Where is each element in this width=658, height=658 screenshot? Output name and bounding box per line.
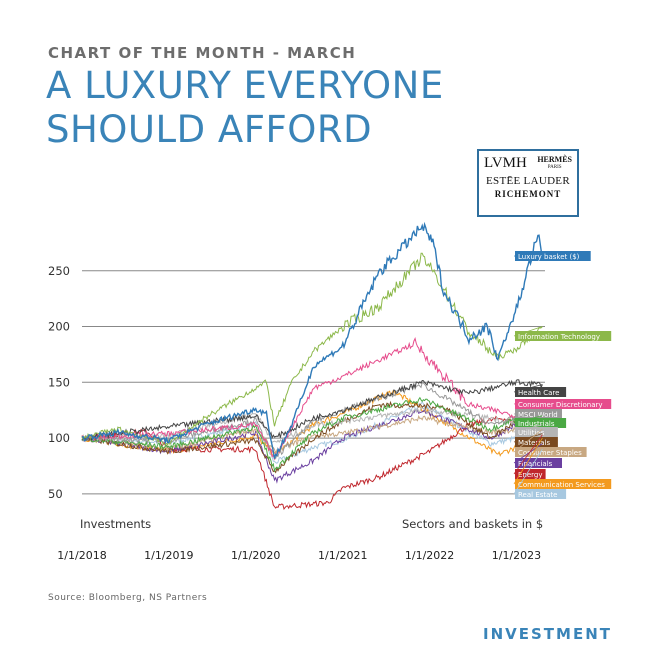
series-label-tag <box>515 458 562 468</box>
series-label: Industrials <box>518 420 555 428</box>
series-label: Information Technology <box>518 333 600 341</box>
series-label: Real Estate <box>518 491 557 499</box>
series-label: Utilities <box>518 429 545 437</box>
series-line-10 <box>81 379 543 441</box>
footer-label: INVESTMENT <box>483 625 612 643</box>
hermes-logo: HERMÈS PARIS <box>537 155 572 171</box>
series-label: Materials <box>518 439 550 447</box>
lvmh-logo: LVMH <box>484 155 527 171</box>
label-leader <box>513 449 543 495</box>
series-label: Communication Services <box>518 481 605 489</box>
series-label: MSCI World <box>518 411 558 419</box>
y-tick-label: 100 <box>48 431 70 445</box>
x-tick-label: 1/1/2022 <box>405 549 454 562</box>
series-line-1 <box>81 390 543 457</box>
series-line-9 <box>81 336 543 461</box>
y-axis-caption: Investments <box>80 517 152 531</box>
series-label-tag <box>515 331 612 341</box>
x-axis-caption: Sectors and baskets in $ <box>402 517 544 531</box>
series-line-7 <box>81 396 543 473</box>
series-line-12 <box>81 221 544 459</box>
series-line-0 <box>81 401 543 464</box>
series-label-tag <box>515 418 567 428</box>
series-label-tag <box>515 251 591 261</box>
y-tick-label: 150 <box>48 375 70 389</box>
y-tick-label: 200 <box>48 320 70 334</box>
chart-kicker: CHART OF THE MONTH - MARCH <box>48 44 357 62</box>
title-line-1: A LUXURY EVERYONE <box>46 64 444 107</box>
series-label: Financials <box>518 460 553 468</box>
series-label: Luxury basket ($) <box>518 253 580 261</box>
series-label: Consumer Staples <box>518 449 582 457</box>
series-label-tag <box>515 399 612 409</box>
x-tick-label: 1/1/2023 <box>492 549 541 562</box>
series-label-tag <box>515 409 562 419</box>
label-leader <box>513 437 543 485</box>
label-leader <box>513 434 543 475</box>
series-label-tag <box>515 489 567 499</box>
series-label-tag <box>515 469 546 479</box>
title-line-2: SHOULD AFFORD <box>46 108 373 151</box>
source-note: Source: Bloomberg, NS Partners <box>48 593 208 603</box>
series-line-6 <box>81 406 543 444</box>
series-line-5 <box>81 400 543 474</box>
brand-logos-box: LVMH HERMÈS PARIS ESTĒE LAUDER RICHEMONT <box>477 149 579 217</box>
richemont-logo: RICHEMONT <box>494 189 562 199</box>
x-tick-label: 1/1/2021 <box>318 549 367 562</box>
y-tick-label: 250 <box>48 264 70 278</box>
series-label-tag <box>515 479 612 489</box>
series-label-tag <box>515 437 558 447</box>
x-tick-label: 1/1/2019 <box>144 549 193 562</box>
series-label-tag <box>515 447 587 457</box>
series-line-2 <box>81 415 543 510</box>
series-label: Energy <box>518 471 543 479</box>
chart-title: A LUXURY EVERYONE SHOULD AFFORD <box>46 64 444 152</box>
series-label: Consumer Discretionary <box>518 401 603 409</box>
y-tick-label: 50 <box>48 487 63 501</box>
x-tick-label: 1/1/2018 <box>57 549 106 562</box>
series-label-tag <box>515 427 558 437</box>
series-label-tag <box>515 387 567 397</box>
estee-lauder-logo: ESTĒE LAUDER <box>486 175 570 187</box>
series-label: Health Care <box>518 389 559 397</box>
x-tick-label: 1/1/2020 <box>231 549 280 562</box>
series-line-11 <box>81 252 543 446</box>
